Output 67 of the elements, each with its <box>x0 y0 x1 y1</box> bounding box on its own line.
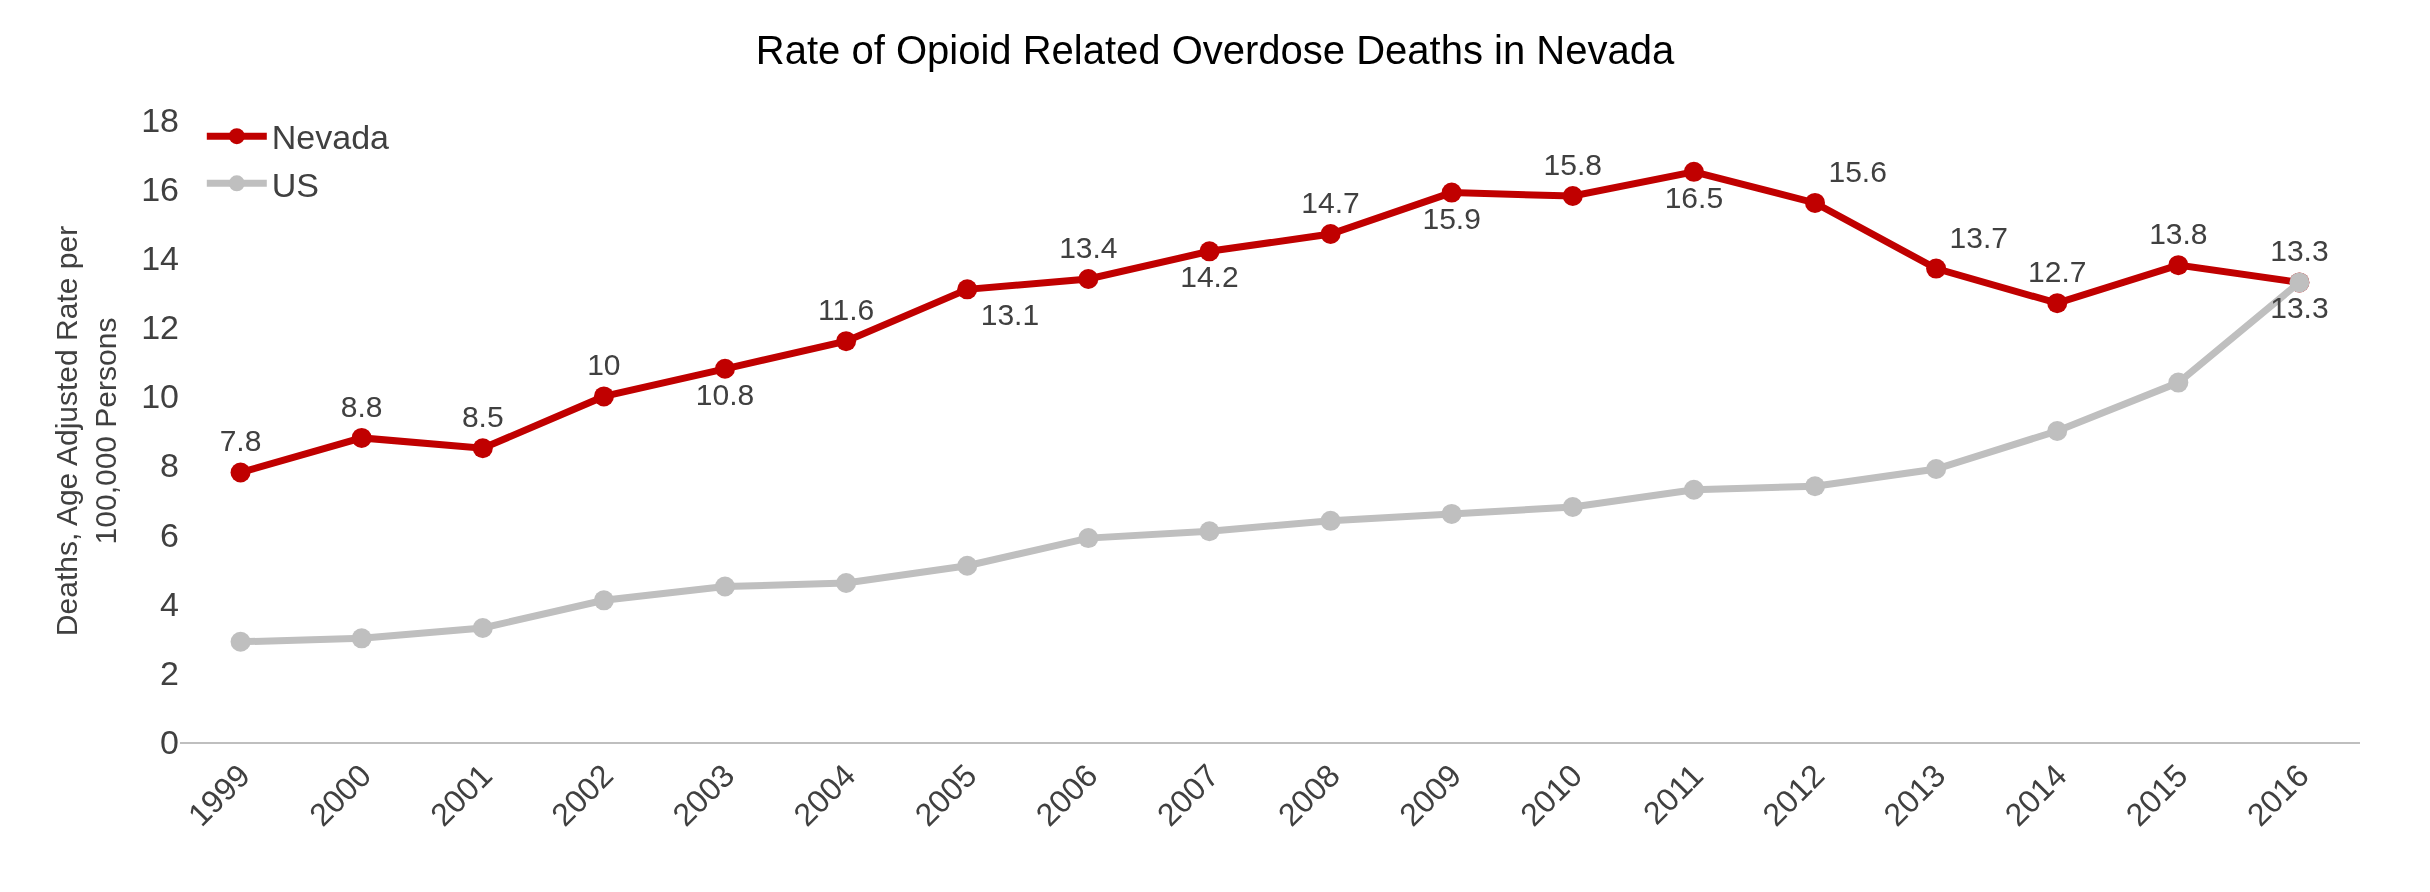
point <box>230 462 251 483</box>
point <box>2047 421 2068 441</box>
point <box>593 590 614 611</box>
point <box>593 386 614 407</box>
data-label: 15.9 <box>1422 201 1481 235</box>
point <box>957 279 978 300</box>
point <box>1199 241 1220 262</box>
legend-label: US <box>271 165 320 204</box>
data-label: 13.3 <box>2270 291 2329 325</box>
data-label: 13.1 <box>980 298 1040 332</box>
point <box>1683 161 1704 182</box>
y-tick-label: 12 <box>141 308 179 347</box>
y-tick-label: 2 <box>160 653 179 692</box>
point <box>2168 372 2189 393</box>
point <box>1441 182 1462 203</box>
y-tick-label: 16 <box>141 170 179 209</box>
data-label: 13.4 <box>1059 230 1118 264</box>
data-label: 8.5 <box>461 400 504 434</box>
point <box>1078 528 1099 549</box>
point <box>1320 510 1341 531</box>
y-tick-label: 10 <box>141 377 179 416</box>
point <box>472 438 493 459</box>
point <box>230 631 251 652</box>
point <box>351 427 372 448</box>
point <box>836 573 857 594</box>
point <box>1078 268 1099 289</box>
data-label: 10.8 <box>695 377 755 411</box>
data-label: 14.2 <box>1180 260 1239 294</box>
point <box>1926 258 1947 279</box>
y-tick-label: 8 <box>160 446 179 485</box>
point <box>1562 186 1583 207</box>
point <box>1562 497 1583 518</box>
point <box>2047 293 2068 314</box>
point <box>1805 476 1825 497</box>
data-label: 12.7 <box>2028 255 2087 289</box>
y-tick-label: 4 <box>160 584 179 623</box>
data-label: 13.8 <box>2149 217 2208 251</box>
y-tick-label: 6 <box>160 515 179 554</box>
data-label: 11.6 <box>818 293 875 327</box>
point <box>472 617 493 638</box>
point <box>836 331 857 352</box>
point <box>715 358 735 379</box>
point <box>1320 224 1341 245</box>
data-label: 14.7 <box>1301 186 1360 220</box>
data-label: 13.7 <box>1949 220 2008 254</box>
data-label: 10 <box>587 348 621 382</box>
data-label: 15.6 <box>1828 154 1887 188</box>
data-label: 16.5 <box>1664 180 1724 214</box>
point <box>1441 503 1462 524</box>
point <box>957 555 978 576</box>
data-label: 13.3 <box>2270 234 2329 268</box>
y-tick-label: 14 <box>141 239 179 278</box>
point <box>1683 479 1704 500</box>
point <box>351 628 372 649</box>
y-tick-label: 0 <box>160 722 179 761</box>
y-tick-label: 18 <box>141 100 179 139</box>
legend-label: Nevada <box>271 118 390 157</box>
y-axis-title: Deaths, Age Adjusted Rate per 100,000 Persons <box>50 225 123 637</box>
data-label: 8.8 <box>340 389 383 423</box>
point <box>1926 459 1947 479</box>
point <box>715 576 735 597</box>
point <box>2168 255 2189 276</box>
data-label: 15.8 <box>1543 148 1602 182</box>
data-label: 7.8 <box>219 424 262 458</box>
chart-title: Rate of Opioid Related Overdose Deaths in Nevada <box>755 27 1675 72</box>
point <box>1805 192 1825 213</box>
point <box>1199 521 1220 542</box>
